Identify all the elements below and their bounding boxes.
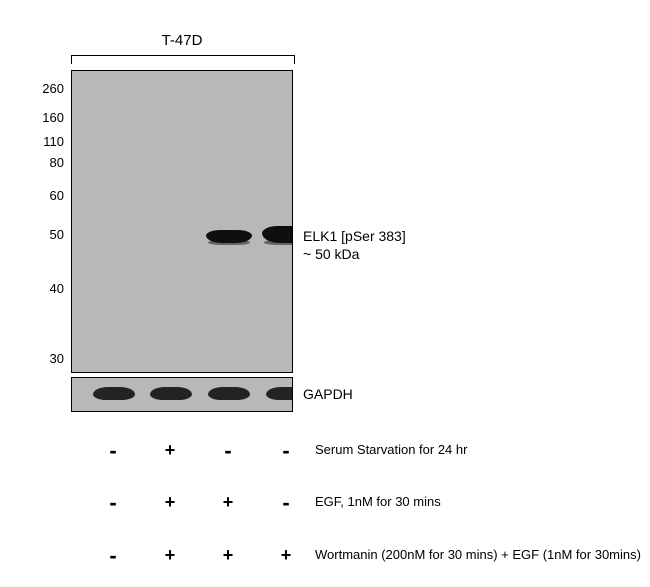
treatment-symbol: + [160,545,180,566]
treatment-row: -+++Wortmanin (200nM for 30 mins) + EGF … [0,545,650,565]
gapdh-band [266,387,294,400]
treatment-symbol: + [218,492,238,513]
gapdh-band [208,387,250,400]
treatment-symbol: - [103,543,123,569]
gapdh-band [93,387,135,400]
mw-marker: 160 [30,110,64,125]
treatment-row: -++-EGF, 1nM for 30 mins [0,492,650,512]
mw-marker: 60 [30,188,64,203]
treatment-symbol: - [276,490,296,516]
treatment-symbol: + [160,492,180,513]
main-blot-panel [71,70,293,373]
loading-text: GAPDH [303,386,353,402]
mw-marker: 50 [30,227,64,242]
mw-marker: 260 [30,81,64,96]
cell-line-text: T-47D [162,32,203,49]
treatment-symbol: - [218,438,238,464]
treatment-symbol: + [276,545,296,566]
cell-line-bracket [71,55,295,64]
treatment-symbol: - [276,438,296,464]
mw-marker: 30 [30,351,64,366]
treatment-symbol: + [218,545,238,566]
figure-container: T-47D 260 160 110 80 60 50 40 30 ELK1 [pSer 383… [0,0,650,587]
treatment-symbol: + [160,440,180,461]
target-band-shadow [264,240,293,245]
loading-blot-panel [71,377,293,412]
treatment-label: Wortmanin (200nM for 30 mins) + EGF (1nM… [315,547,641,562]
treatment-symbol: - [103,438,123,464]
target-band-shadow [208,240,250,245]
gapdh-band [150,387,192,400]
treatment-symbol: - [103,490,123,516]
treatment-row: -+--Serum Starvation for 24 hr [0,440,650,460]
treatment-label: Serum Starvation for 24 hr [315,442,467,457]
treatment-label: EGF, 1nM for 30 mins [315,494,441,509]
target-mw-text: ~ 50 kDa [303,246,359,262]
cell-line-label: T-47D [71,32,293,49]
mw-marker: 40 [30,281,64,296]
target-protein-label: ELK1 [pSer 383] [303,228,406,244]
target-protein-text: ELK1 [pSer 383] [303,228,406,244]
mw-marker: 80 [30,155,64,170]
loading-label: GAPDH [303,386,353,402]
target-mw-label: ~ 50 kDa [303,246,359,262]
mw-marker: 110 [30,134,64,149]
